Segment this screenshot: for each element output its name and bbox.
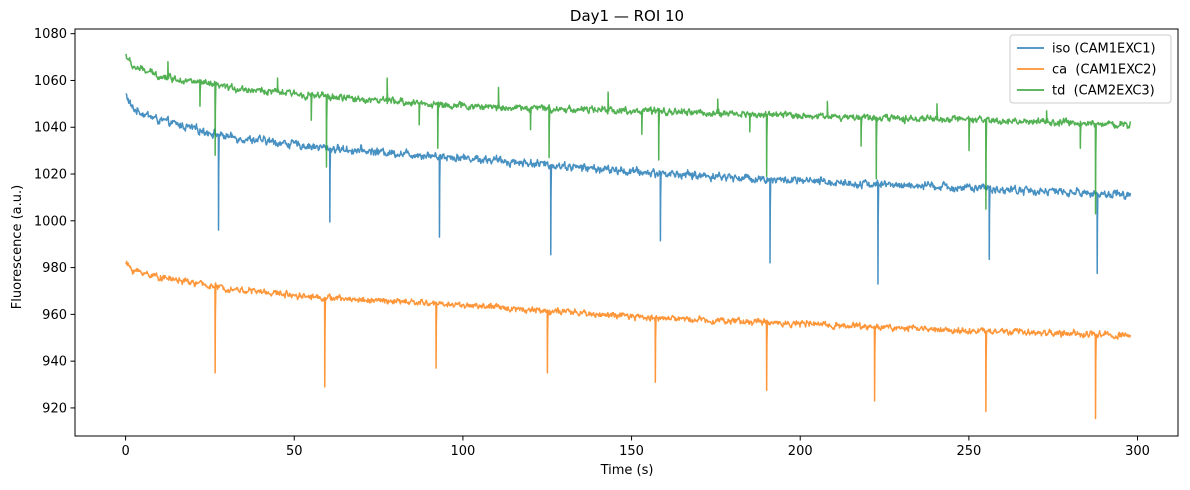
x-axis: 0 50 100 150 200 250 300	[121, 436, 1150, 459]
y-tick-label: 1040	[34, 121, 67, 136]
series-line-ca	[125, 260, 1132, 420]
series-layer	[125, 53, 1132, 420]
y-tick-label: 980	[42, 261, 67, 276]
x-tick-label: 150	[619, 444, 644, 459]
y-tick-label: 960	[42, 308, 67, 323]
y-axis: 920 940 960 980 1000 1020 1040 1060 1080	[34, 27, 75, 416]
legend-box	[1009, 34, 1172, 104]
x-tick-label: 50	[286, 444, 303, 459]
series-line-td	[125, 53, 1132, 215]
legend-label: ca (CAM1EXC2)	[1052, 63, 1157, 78]
plot-frame	[74, 28, 1179, 437]
x-axis-label: Time (s)	[600, 463, 654, 478]
legend-label: td (CAM2EXC3)	[1052, 84, 1155, 99]
legend-label: iso (CAM1EXC1)	[1052, 42, 1156, 57]
x-tick-label: 300	[1125, 444, 1150, 459]
chart-title: Day1 — ROI 10	[570, 7, 684, 25]
y-tick-label: 1020	[34, 168, 67, 183]
y-axis-label: Fluorescence (a.u.)	[10, 185, 25, 309]
y-tick-label: 1060	[34, 74, 67, 89]
y-tick-label: 1000	[34, 214, 67, 229]
legend: iso (CAM1EXC1) ca (CAM1EXC2) td (CAM2EXC3)	[1009, 34, 1172, 104]
x-tick-label: 100	[450, 444, 475, 459]
x-tick-label: 200	[788, 444, 813, 459]
x-tick-label: 0	[121, 444, 129, 459]
y-tick-label: 940	[42, 355, 67, 370]
y-tick-label: 920	[42, 401, 67, 416]
y-tick-label: 1080	[34, 27, 67, 42]
x-tick-label: 250	[956, 444, 981, 459]
series-line-iso	[125, 93, 1132, 285]
